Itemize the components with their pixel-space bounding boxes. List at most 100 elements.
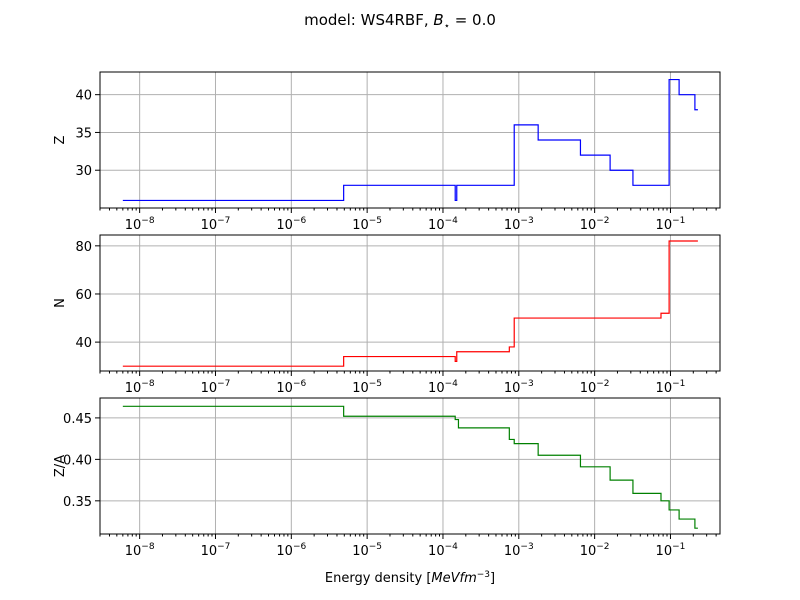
za-x-tick-label: 10−5	[352, 542, 382, 559]
n-x-tick-label-exponent: −1	[672, 379, 685, 389]
za-x-tick-label-exponent: −3	[520, 542, 533, 552]
z-x-tick-label-base: 10	[428, 218, 445, 233]
figure-title-sub: ⋆	[444, 21, 450, 32]
z-x-tick-label: 10−3	[504, 216, 534, 233]
za-x-tick-label: 10−1	[656, 542, 686, 559]
n-x-tick-label-exponent: −8	[141, 379, 155, 389]
z-x-tick-label-exponent: −5	[369, 216, 382, 226]
z-x-tick-label-exponent: −1	[672, 216, 685, 226]
za-x-tick-label-exponent: −1	[672, 542, 685, 552]
n-x-tick-label-base: 10	[201, 381, 218, 396]
n-x-tick-label-base: 10	[580, 381, 597, 396]
z-x-tick-label-base: 10	[580, 218, 597, 233]
z-x-tick-label: 10−2	[580, 216, 610, 233]
za-panel: 10−8 10−7 10−6 10−5 10−4 10−3 10−2 10−10.350.40…	[53, 397, 721, 559]
za-axes-frame	[99, 397, 721, 535]
x-axis-label-suffix: ]	[490, 571, 495, 586]
z-x-tick-label: 10−8	[125, 216, 155, 233]
z-y-tick-label: 35	[75, 126, 92, 141]
z-x-tick-label-exponent: −4	[445, 216, 459, 226]
za-x-tick-label-exponent: −5	[369, 542, 382, 552]
n-x-tick-label-base: 10	[656, 381, 673, 396]
za-x-tick-label-base: 10	[656, 544, 673, 559]
z-x-tick-label: 10−1	[656, 216, 686, 233]
z-x-tick-label-base: 10	[276, 218, 293, 233]
z-y-tick-label: 40	[75, 89, 92, 104]
n-x-tick-label-exponent: −2	[596, 379, 609, 389]
figure-title-suffix: = 0.0	[450, 11, 496, 29]
n-x-tick-label-exponent: −3	[520, 379, 533, 389]
za-x-tick-label: 10−3	[504, 542, 534, 559]
n-x-tick-label-exponent: −7	[217, 379, 230, 389]
n-x-tick-label-exponent: −5	[369, 379, 382, 389]
z-x-tick-label-exponent: −7	[217, 216, 230, 226]
z-x-tick-label-exponent: −8	[141, 216, 155, 226]
n-x-tick-label-base: 10	[125, 381, 142, 396]
n-x-tick-label: 10−2	[580, 379, 610, 396]
z-x-tick-label-base: 10	[504, 218, 521, 233]
x-axis-label-prefix: Energy density [	[325, 571, 432, 586]
n-x-tick-label: 10−5	[352, 379, 382, 396]
figure-title-var: B	[433, 11, 443, 29]
n-x-tick-label-exponent: −4	[445, 379, 459, 389]
za-x-tick-label-exponent: −4	[445, 542, 459, 552]
z-x-tick-label-base: 10	[352, 218, 369, 233]
n-x-tick-label-base: 10	[276, 381, 293, 396]
za-y-tick-label: 0.35	[63, 495, 92, 510]
n-x-tick-label-base: 10	[352, 381, 369, 396]
n-series-line	[122, 240, 698, 367]
figure-title-prefix: model: WS4RBF,	[304, 11, 433, 29]
za-y-tick-label: 0.40	[63, 453, 92, 468]
n-y-tick-label: 60	[75, 288, 92, 303]
z-axes-frame	[99, 71, 721, 209]
za-x-tick-label-exponent: −6	[293, 542, 307, 552]
za-series-line	[122, 405, 698, 529]
za-y-axis-label: Z/A	[53, 455, 68, 477]
za-x-tick-label-base: 10	[276, 544, 293, 559]
za-x-tick-label-base: 10	[125, 544, 142, 559]
n-x-tick-label: 10−1	[656, 379, 686, 396]
figure-title: model: WS4RBF, B⋆ = 0.0	[304, 11, 496, 32]
za-x-tick-label-base: 10	[580, 544, 597, 559]
n-x-tick-label-base: 10	[504, 381, 521, 396]
z-x-tick-label: 10−5	[352, 216, 382, 233]
n-axes-frame	[99, 234, 721, 372]
n-y-axis-label: N	[53, 298, 68, 308]
za-x-tick-label-exponent: −2	[596, 542, 609, 552]
x-axis-label-unit: MeVfm	[431, 571, 476, 586]
za-x-tick-label-exponent: −8	[141, 542, 155, 552]
x-axis-label-exponent: −3	[477, 570, 490, 580]
za-x-tick-label-base: 10	[428, 544, 445, 559]
n-x-tick-label: 10−8	[125, 379, 155, 396]
z-x-tick-label-base: 10	[656, 218, 673, 233]
za-x-tick-label-base: 10	[352, 544, 369, 559]
n-x-tick-label-exponent: −6	[293, 379, 307, 389]
n-x-tick-label: 10−6	[276, 379, 306, 396]
za-x-tick-label: 10−4	[428, 542, 458, 559]
x-axis-label: Energy density [MeVfm−3]	[325, 570, 495, 586]
n-x-tick-label: 10−3	[504, 379, 534, 396]
za-x-tick-label: 10−8	[125, 542, 155, 559]
z-y-tick-label: 30	[75, 164, 92, 179]
za-x-tick-label: 10−7	[201, 542, 231, 559]
z-x-tick-label-exponent: −2	[596, 216, 609, 226]
n-y-tick-label: 80	[75, 240, 92, 255]
n-x-tick-label: 10−7	[201, 379, 231, 396]
z-y-axis-label: Z	[53, 135, 68, 144]
za-y-tick-label: 0.45	[63, 412, 92, 427]
z-x-tick-label: 10−6	[276, 216, 306, 233]
z-x-tick-label-exponent: −3	[520, 216, 533, 226]
n-x-tick-label-base: 10	[428, 381, 445, 396]
z-x-tick-label-exponent: −6	[293, 216, 307, 226]
z-x-tick-label-base: 10	[125, 218, 142, 233]
za-x-tick-label: 10−2	[580, 542, 610, 559]
n-y-tick-label: 40	[75, 336, 92, 351]
za-x-tick-label-base: 10	[504, 544, 521, 559]
za-x-tick-label-base: 10	[201, 544, 218, 559]
z-x-tick-label: 10−7	[201, 216, 231, 233]
z-x-tick-label-base: 10	[201, 218, 218, 233]
n-x-tick-label: 10−4	[428, 379, 458, 396]
